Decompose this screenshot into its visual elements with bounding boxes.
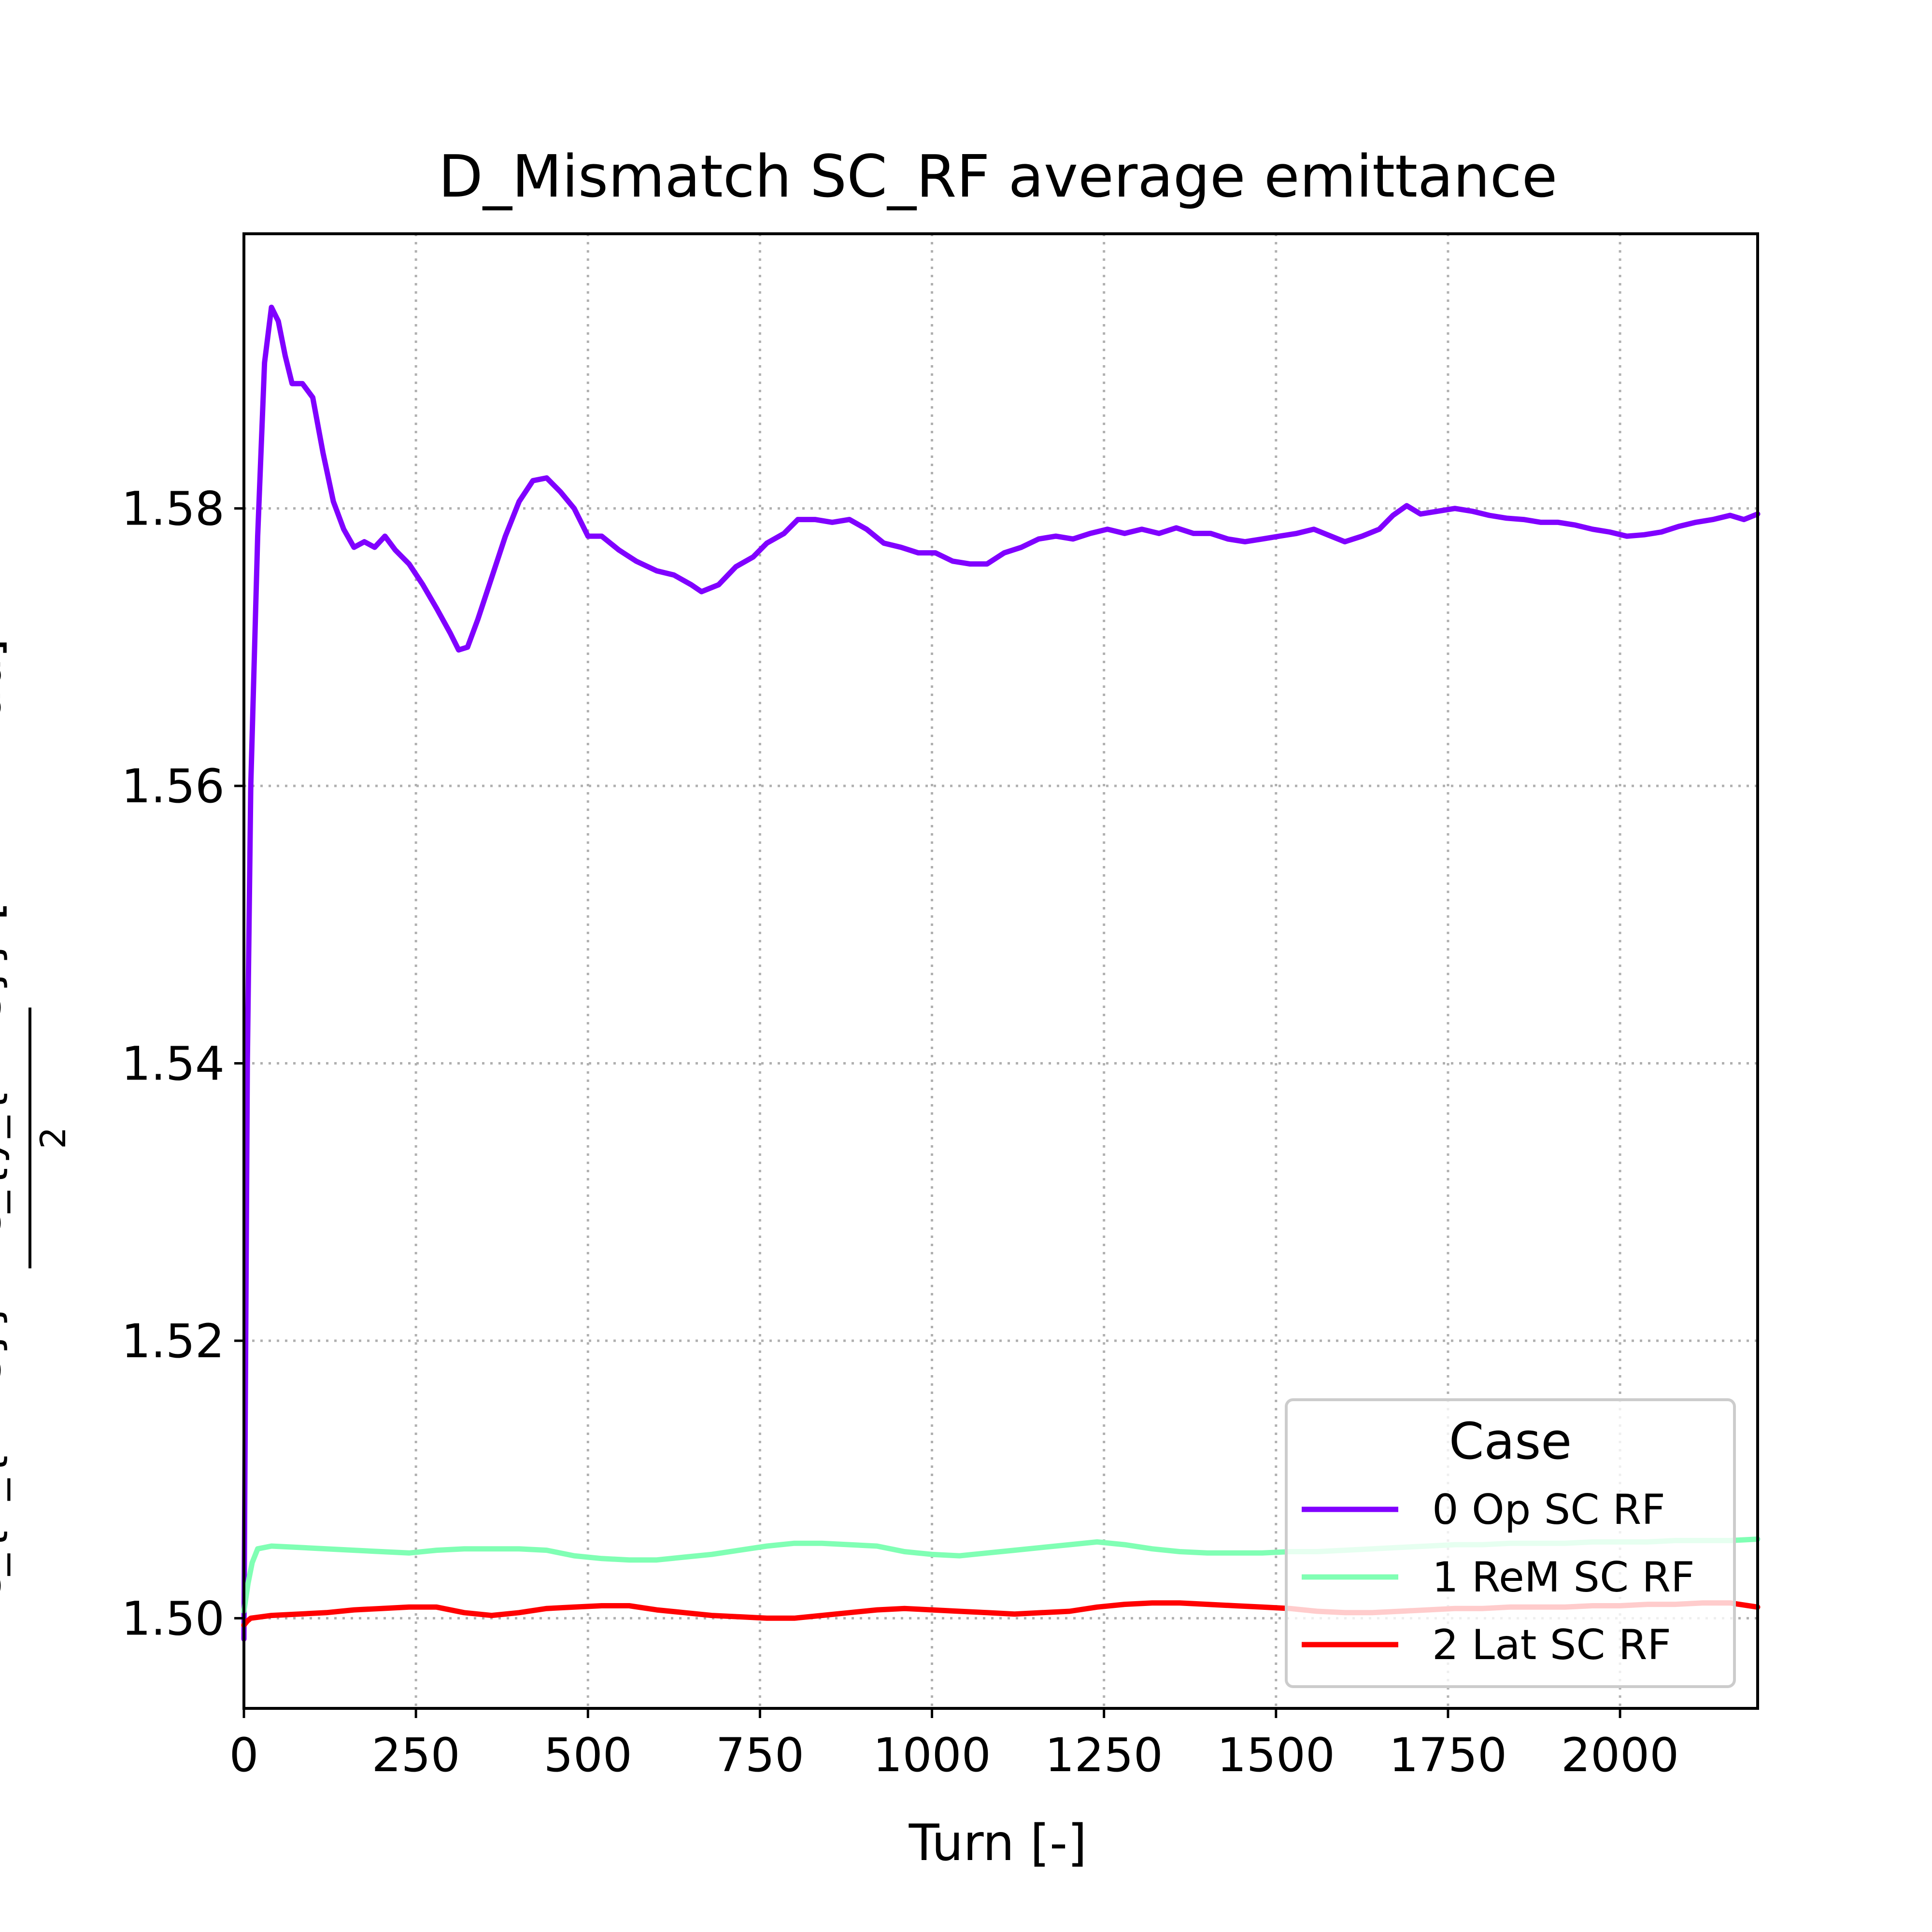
- x-tick-label: 250: [372, 1728, 460, 1782]
- y-tick-label: 1.58: [121, 482, 225, 536]
- x-tick-labels: 0 250 500 750 1000 1250 1500 1750 2000: [229, 1728, 1679, 1782]
- legend-label-1: 1 ReM SC RF: [1432, 1553, 1695, 1602]
- x-tick-label: 1750: [1389, 1728, 1507, 1782]
- x-tick-label: 750: [716, 1728, 804, 1782]
- legend-entries: 0 Op SC RF 1 ReM SC RF 2 Lat SC RF: [1302, 1486, 1695, 1669]
- chart-title: D_Mismatch SC_RF average emittance: [439, 143, 1558, 211]
- y-tick-label: 1.52: [121, 1314, 225, 1368]
- series-line-0: [241, 304, 1761, 1642]
- y-axis-label-unit: [mm mrad]: [0, 638, 12, 921]
- svg-text:ε_{x_{RMS}} + ε_{y_{RMS}}: ε_{x_{RMS}} + ε_{y_{RMS}} [mm mrad]: [0, 638, 12, 1599]
- legend-label-0: 0 Op SC RF: [1432, 1486, 1665, 1534]
- legend-label-2: 2 Lat SC RF: [1432, 1621, 1671, 1669]
- y-tick-label: 1.50: [121, 1591, 225, 1646]
- y-tick-labels: 1.50 1.52 1.54 1.56 1.58: [121, 482, 225, 1646]
- x-tick-label: 500: [544, 1728, 632, 1782]
- tick-marks: [234, 507, 1621, 1718]
- legend-title: Case: [1449, 1412, 1572, 1471]
- x-tick-label: 1250: [1045, 1728, 1163, 1782]
- x-axis-label: Turn [-]: [909, 1814, 1087, 1872]
- y-tick-label: 1.54: [121, 1037, 225, 1091]
- y-axis-label-denominator: 2: [33, 1127, 73, 1149]
- y-tick-label: 1.56: [121, 759, 225, 813]
- x-tick-label: 1500: [1217, 1728, 1335, 1782]
- x-tick-label: 2000: [1561, 1728, 1679, 1782]
- y-axis-label: ε_{x_{RMS}} + ε_{y_{RMS}} [mm mrad] 2: [0, 638, 73, 1599]
- legend-box: [1285, 1398, 1736, 1688]
- grid-lines: [244, 234, 1758, 1708]
- plot-frame: [242, 232, 1759, 1710]
- x-tick-label: 0: [229, 1728, 258, 1782]
- legend: Case 0 Op SC RF 1 ReM SC RF 2 Lat SC RF: [1285, 1398, 1736, 1688]
- x-tick-label: 1000: [873, 1728, 991, 1782]
- y-axis-label-numerator: ε_{x_{RMS}} + ε_{y_{RMS}}: [0, 938, 11, 1599]
